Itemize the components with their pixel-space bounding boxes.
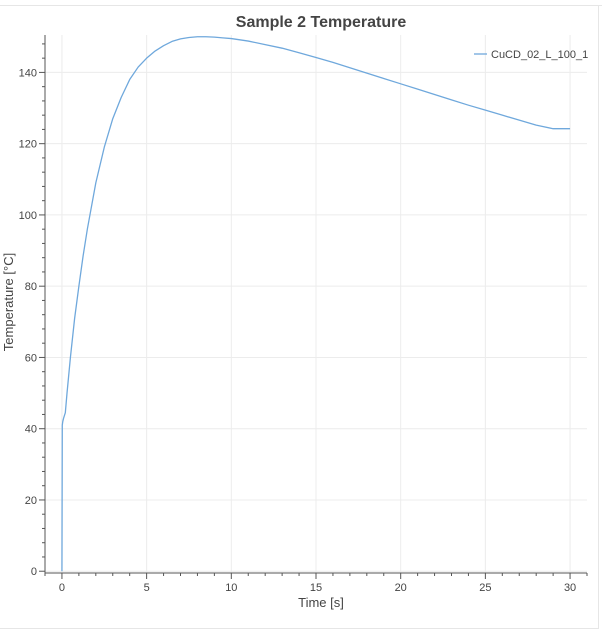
legend-label: CuCD_02_L_100_1 bbox=[491, 49, 588, 61]
frame-border-bottom bbox=[0, 628, 599, 629]
series-line bbox=[61, 36, 571, 572]
y-tick-label: 60 bbox=[25, 352, 37, 364]
x-tick-label: 20 bbox=[395, 582, 407, 594]
x-tick-label: 10 bbox=[225, 582, 237, 594]
y-tick-label: 80 bbox=[25, 281, 37, 293]
plot-area bbox=[61, 36, 571, 572]
y-tick-label: 0 bbox=[31, 566, 37, 578]
x-tick-label: 0 bbox=[59, 582, 65, 594]
x-tick-label: 30 bbox=[564, 582, 576, 594]
x-tick-label: 15 bbox=[310, 582, 322, 594]
y-tick-label: 20 bbox=[25, 495, 37, 507]
x-axis-label: Time [s] bbox=[298, 595, 344, 610]
frame-border-top bbox=[0, 5, 602, 6]
frame-border-right bbox=[598, 5, 599, 629]
y-axis-label: Temperature [°C] bbox=[1, 253, 16, 351]
y-tick-label: 100 bbox=[19, 210, 37, 222]
axes: 0 5 10 15 20 25 30 0 20 40 60 80 100 120 140 bbox=[19, 35, 588, 594]
grid-lines bbox=[45, 35, 587, 573]
x-tick-label: 5 bbox=[144, 582, 150, 594]
chart-title: Sample 2 Temperature bbox=[236, 14, 407, 31]
y-tick-label: 120 bbox=[19, 139, 37, 151]
legend[interactable]: CuCD_02_L_100_1 bbox=[474, 49, 588, 61]
y-tick-label: 140 bbox=[19, 67, 37, 79]
x-tick-label: 25 bbox=[479, 582, 491, 594]
y-tick-label: 40 bbox=[25, 424, 37, 436]
